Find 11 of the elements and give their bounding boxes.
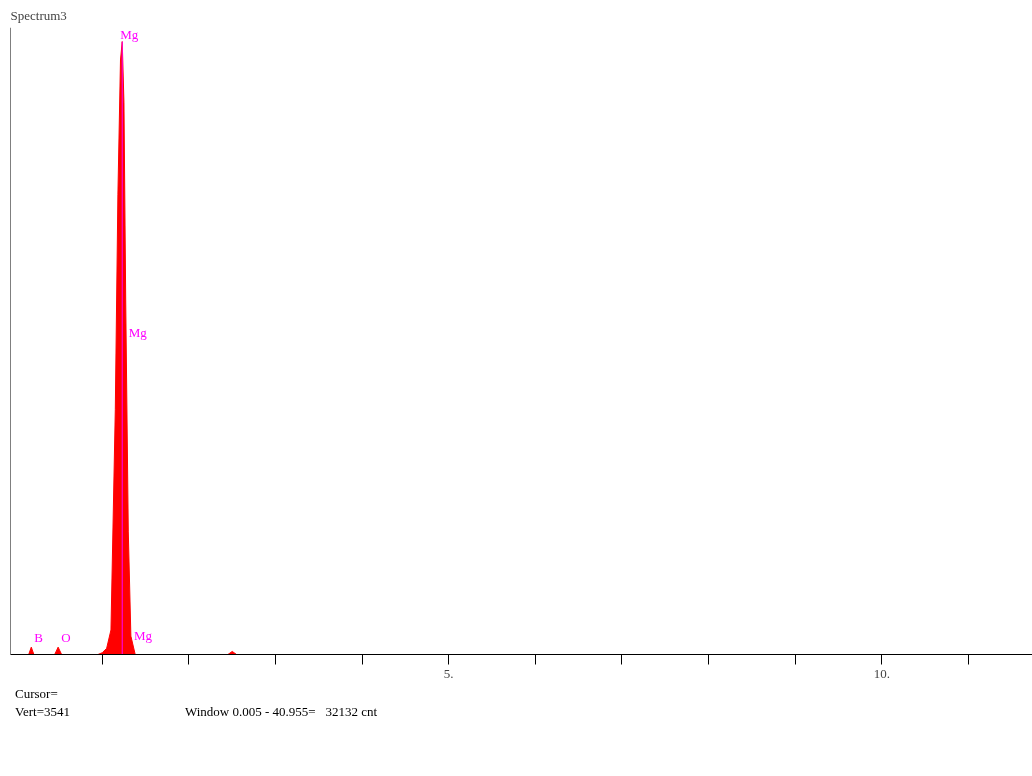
text: Window 0.005 - 40.955= 32132 cnt <box>185 704 378 719</box>
x-tick-label: 10. <box>873 665 890 681</box>
annotation: O <box>61 630 71 646</box>
ref-line-label: Mg <box>120 26 139 42</box>
annotation: Mg <box>128 324 148 340</box>
annotation: B <box>34 630 44 646</box>
text: Vert=3541 <box>15 703 71 721</box>
chart-title: Spectrum3 <box>10 7 67 23</box>
text: Cursor= <box>15 685 59 703</box>
annotation: Mg <box>133 628 153 644</box>
x-tick-label: 5. <box>443 665 454 681</box>
